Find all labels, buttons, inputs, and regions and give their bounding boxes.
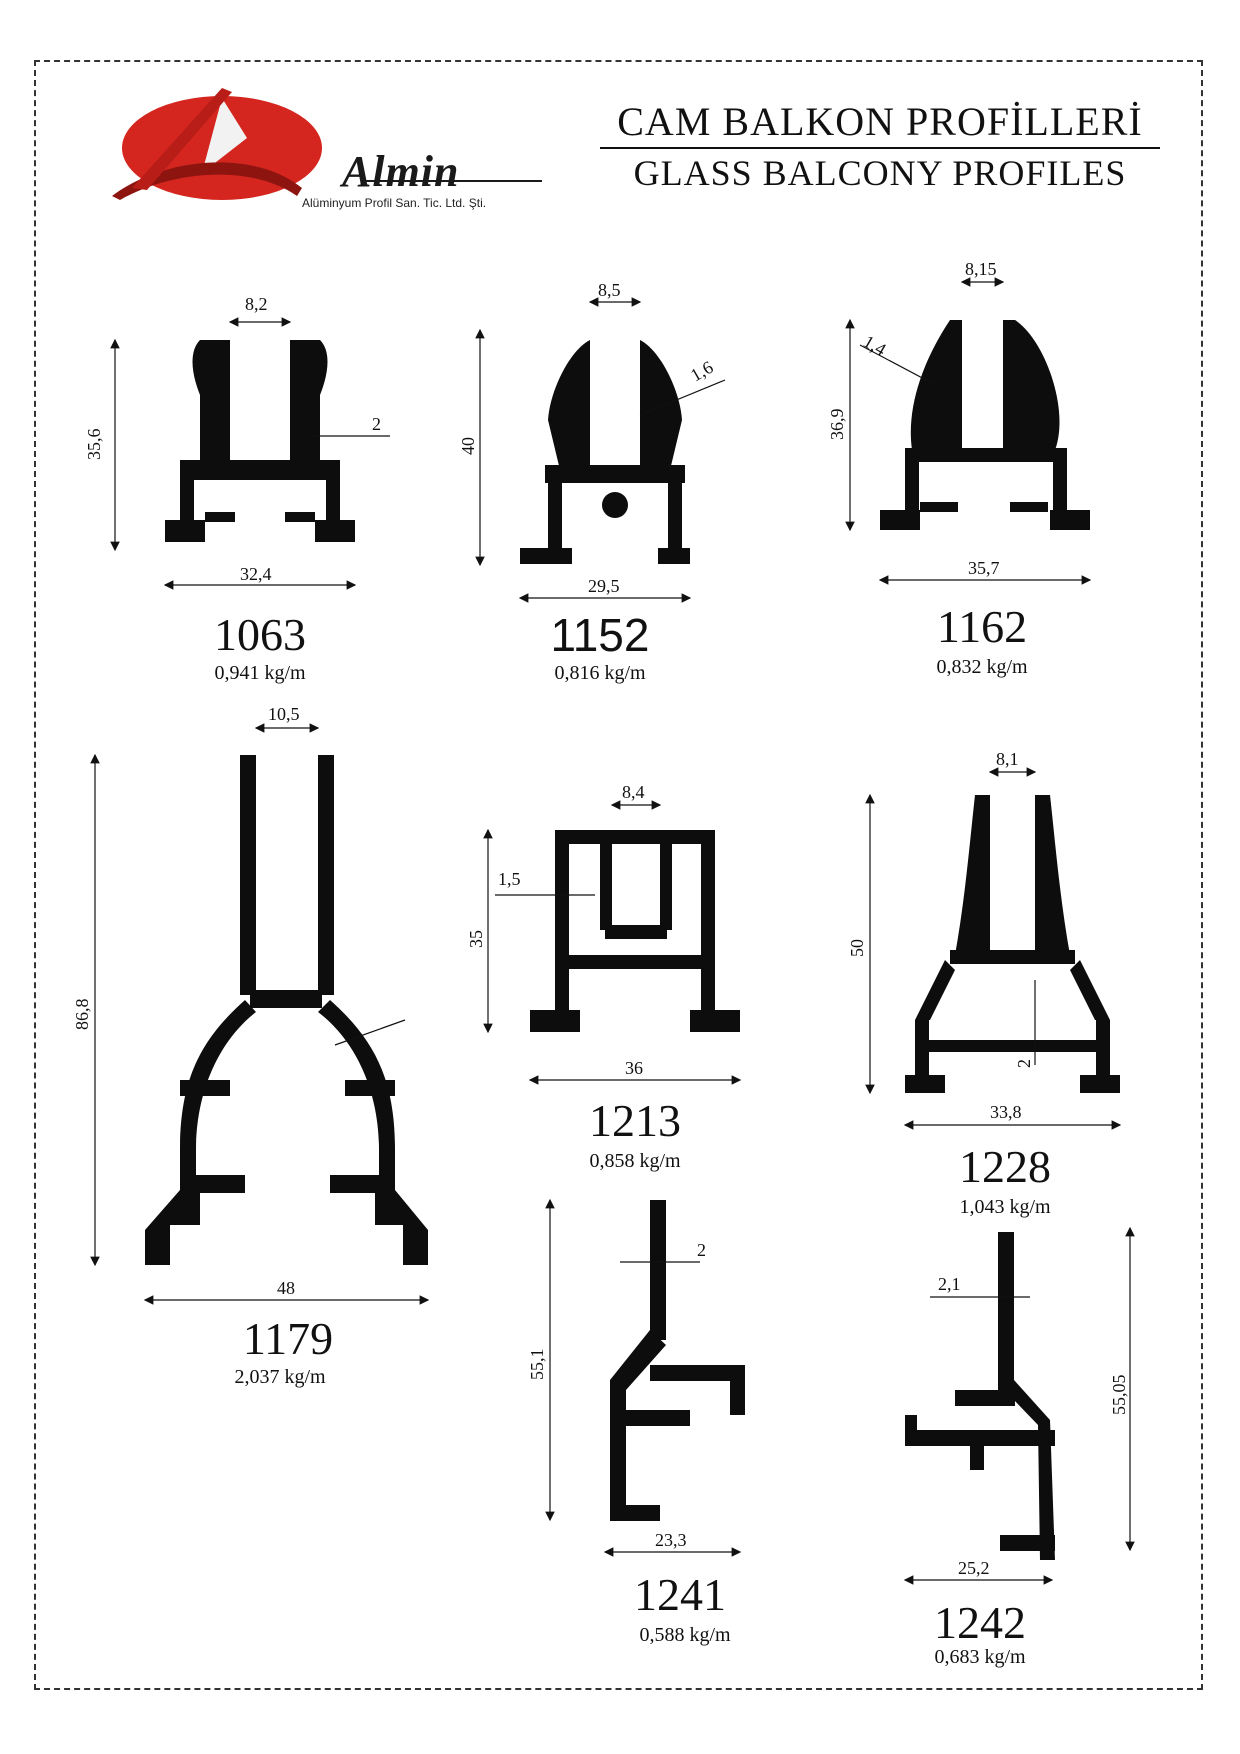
profile-1152-weight: 0,816 kg/m: [554, 662, 646, 684]
company-logo: Almin Alüminyum Profil San. Tic. Ltd. Şt…: [72, 78, 542, 218]
logo-subtitle: Alüminyum Profil San. Tic. Ltd. Şti.: [302, 196, 487, 210]
dim-1213-wall: 1,5: [498, 869, 521, 889]
profile-1228-shape: [905, 795, 1120, 1093]
dim-1213-height: 35: [466, 930, 486, 948]
dim-1242-wall: 2,1: [938, 1274, 961, 1294]
dim-1179-width: 48: [277, 1278, 295, 1298]
dim-1179-top: 10,5: [268, 704, 300, 724]
dim-1241-width: 23,3: [655, 1530, 687, 1550]
dim-1228-height: 50: [847, 939, 867, 957]
page-title: CAM BALKON PROFİLLERİ: [600, 98, 1160, 149]
profile-1242-weight: 0,683 kg/m: [934, 1646, 1026, 1668]
dim-1179-height: 86,8: [72, 999, 92, 1031]
dim-1152-wall: 1,6: [687, 357, 716, 386]
dim-1162-width: 35,7: [968, 558, 1000, 578]
profile-1241-weight: 0,588 kg/m: [639, 1624, 731, 1646]
dim-1152-width: 29,5: [588, 576, 620, 596]
dim-1242-width: 25,2: [958, 1558, 990, 1578]
page-subtitle: GLASS BALCONY PROFILES: [633, 153, 1127, 193]
profile-1063-weight: 0,941 kg/m: [214, 662, 306, 684]
profile-1162-shape: [880, 320, 1090, 530]
dim-1213-width: 36: [625, 1058, 643, 1078]
profile-1228-weight: 1,043 kg/m: [959, 1196, 1051, 1218]
profile-1213-code: 1213: [589, 1095, 681, 1146]
dim-1242-height: 55,05: [1109, 1375, 1129, 1416]
dim-1162-height: 36,9: [827, 409, 847, 441]
profile-1213-weight: 0,858 kg/m: [589, 1150, 681, 1172]
profile-1162-weight: 0,832 kg/m: [936, 656, 1028, 678]
dim-1228-width: 33,8: [990, 1102, 1022, 1122]
dim-1228-top: 8,1: [996, 749, 1019, 769]
dim-1241-height: 55,1: [527, 1349, 547, 1381]
dim-1228-wall: 2: [1014, 1059, 1034, 1068]
profile-1152-shape: [520, 340, 690, 564]
dim-1241-wall: 2: [697, 1240, 706, 1260]
dim-1152-top: 8,5: [598, 280, 621, 300]
profile-1179-shape: [145, 755, 428, 1265]
dim-1213-top: 8,4: [622, 782, 645, 802]
profile-1242-code: 1242: [934, 1597, 1026, 1648]
profile-1228-code: 1228: [959, 1141, 1051, 1192]
logo-mark-icon: [112, 88, 542, 200]
profile-1213-shape: [530, 830, 740, 1032]
profile-1241-shape: [610, 1200, 745, 1521]
profile-1152-code: 1152: [550, 609, 650, 661]
profile-1242-shape: [905, 1232, 1055, 1560]
dim-1162-top: 8,15: [965, 259, 997, 279]
dim-1063-height: 35,6: [84, 429, 104, 461]
profile-1179-weight: 2,037 kg/m: [234, 1366, 326, 1388]
profile-1162-code: 1162: [936, 601, 1028, 652]
dim-1063-wall: 2: [372, 414, 381, 434]
dim-1162-wall: 1,4: [860, 331, 889, 360]
profile-1179-code: 1179: [242, 1313, 334, 1364]
dim-1063-top: 8,2: [245, 294, 268, 314]
profile-1063-code: 1063: [214, 609, 306, 660]
page-border: [34, 60, 1203, 1690]
profile-1063-shape: [165, 340, 355, 542]
dim-1063-width: 32,4: [240, 564, 272, 584]
profile-1241-code: 1241: [634, 1569, 726, 1620]
logo-name: Almin: [342, 147, 460, 196]
dim-1152-height: 40: [458, 437, 478, 455]
